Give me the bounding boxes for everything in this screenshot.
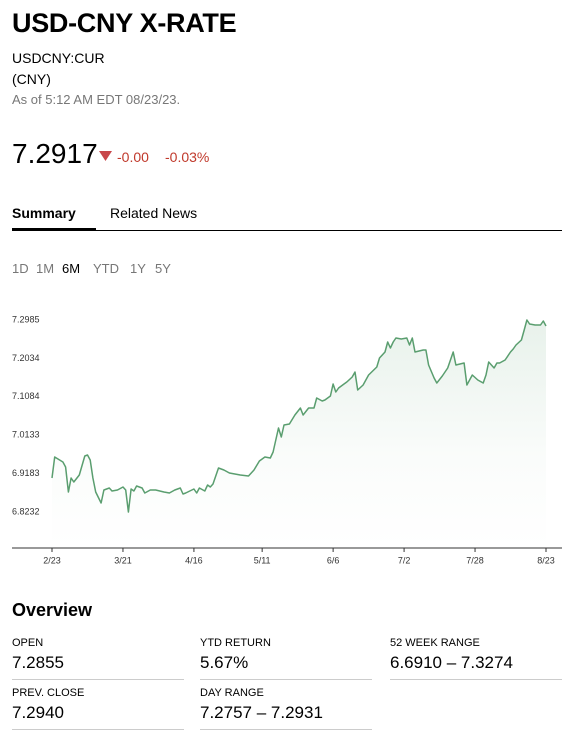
separator (200, 679, 372, 680)
y-tick-label: 6.9183 (12, 468, 40, 478)
x-tick-label: 5/11 (254, 555, 271, 565)
title: USD-CNY X-RATE (12, 8, 237, 38)
ticker: USDCNY:CUR (12, 50, 105, 66)
x-tick-label: 8/23 (537, 555, 555, 565)
chart: 6.8232 6.9183 7.0133 7.1084 7.2034 7.2985 2/23… (12, 314, 562, 565)
range-button[interactable]: YTD (93, 261, 119, 276)
range-button[interactable]: 6M (62, 261, 81, 276)
y-tick-label: 7.2034 (12, 353, 40, 363)
separator (12, 679, 184, 680)
x-tick-label: 7/2 (398, 555, 411, 565)
overview-value: 6.6910 – 7.3274 (390, 653, 513, 672)
range-button[interactable]: 1Y (130, 261, 146, 276)
range-button[interactable]: 1D (12, 261, 29, 276)
change-pct: -0.03% (165, 149, 210, 165)
y-tick-label: 7.2985 (12, 314, 40, 324)
y-tick-label: 7.0133 (12, 430, 40, 440)
range-button[interactable]: 1M (36, 261, 55, 276)
overview-title: Overview (12, 600, 93, 620)
down-arrow (99, 151, 112, 161)
change: -0.00 (117, 149, 149, 165)
overview-value: 7.2757 – 7.2931 (200, 703, 323, 722)
separator (390, 679, 562, 680)
tab-underline (12, 228, 96, 231)
x-tick-label: 6/6 (327, 555, 340, 565)
tab[interactable]: Summary (12, 205, 76, 221)
overview-label: YTD RETURN (200, 637, 271, 649)
range-button[interactable]: 5Y (155, 261, 171, 276)
overview-value: 7.2855 (12, 653, 64, 672)
y-tick-label: 6.8232 (12, 506, 40, 516)
overview-value: 5.67% (200, 653, 249, 672)
overview-label: PREV. CLOSE (12, 687, 85, 699)
line (51, 319, 547, 513)
separator (12, 729, 184, 730)
overview-value: 7.2940 (12, 703, 64, 722)
overview-label: OPEN (12, 637, 44, 649)
currency: (CNY) (12, 71, 51, 87)
area (52, 320, 546, 548)
x-tick-label: 2/23 (43, 555, 61, 565)
x-tick-label: 3/21 (114, 555, 132, 565)
as-of: As of 5:12 AM EDT 08/23/23. (12, 92, 181, 107)
tab-rule (12, 230, 562, 231)
y-tick-label: 7.1084 (12, 391, 40, 401)
x-tick-label: 4/16 (185, 555, 203, 565)
tab[interactable]: Related News (110, 205, 198, 221)
separator (200, 729, 372, 730)
price: 7.2917 (12, 138, 98, 169)
x-tick-label: 7/28 (466, 555, 484, 565)
overview-label: 52 WEEK RANGE (390, 637, 480, 649)
overview-label: DAY RANGE (200, 687, 264, 699)
